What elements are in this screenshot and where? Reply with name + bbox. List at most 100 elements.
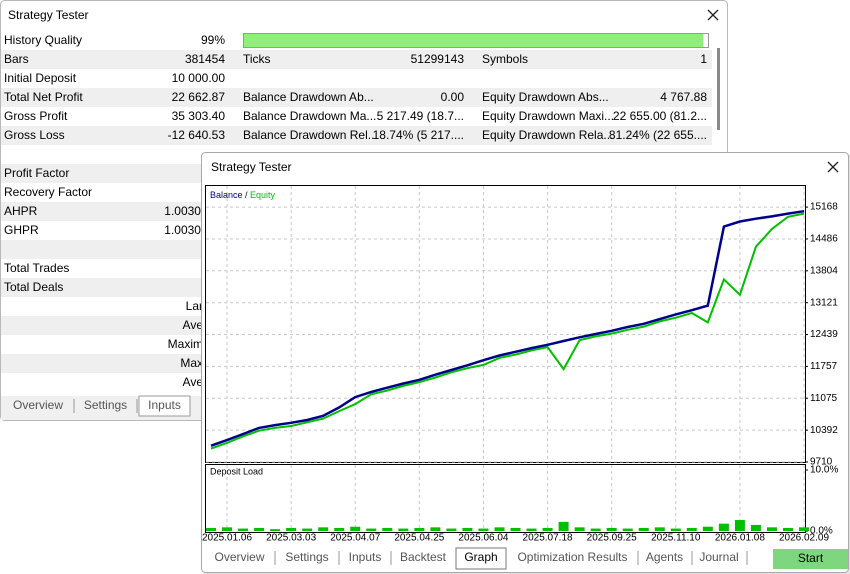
x-tick-label: 2025.09.25 [587, 533, 637, 544]
bar [558, 521, 569, 531]
window-title: Strategy Tester [211, 160, 291, 174]
row-value: 0.00 [441, 90, 465, 104]
bar [318, 527, 329, 531]
legend: Balance / Equity [210, 190, 276, 200]
bar [254, 527, 265, 531]
row-label: Recovery Factor [4, 185, 92, 199]
bar [446, 528, 457, 531]
tab[interactable]: Overview [13, 398, 63, 412]
bar [670, 528, 681, 531]
tab[interactable]: Agents [646, 550, 683, 564]
row-label: Gross Profit [4, 109, 68, 123]
tab[interactable]: Journal [699, 550, 738, 564]
x-tick-label: 2025.04.07 [330, 533, 380, 544]
tab-active [455, 547, 507, 570]
y-tick-label: 15168 [810, 202, 838, 213]
bar [590, 528, 601, 531]
bar [462, 527, 473, 531]
bar [782, 527, 793, 531]
bar [286, 527, 297, 531]
row-value: 5 217.49 (18.7... [377, 109, 464, 123]
tab[interactable]: Settings [285, 550, 328, 564]
y-tick-label: 10392 [810, 425, 838, 436]
row-shade [1, 50, 712, 69]
tab[interactable]: Inputs [148, 398, 181, 412]
deposit-frame [205, 464, 806, 533]
row-label: Gross Loss [4, 128, 65, 142]
bar [382, 527, 393, 531]
row-label: Balance Drawdown Ma... [243, 109, 376, 123]
bar [302, 528, 313, 531]
legend-separator: / [243, 190, 251, 200]
tab[interactable]: Settings [84, 398, 127, 412]
row-value: Max [180, 356, 203, 370]
row-label: AHPR [4, 204, 38, 218]
bar [222, 527, 233, 531]
bar [350, 526, 361, 531]
row-label: Balance Drawdown Ab... [243, 90, 374, 104]
tab[interactable]: Optimization Results [517, 550, 627, 564]
bar [542, 527, 553, 531]
scrollbar [717, 48, 720, 130]
panel-title: Deposit Load [210, 466, 263, 476]
start-button[interactable] [773, 549, 848, 569]
row-shade [1, 88, 712, 107]
tab[interactable]: Backtest [400, 550, 447, 564]
y-tick-label: 11757 [810, 361, 838, 372]
bar [430, 527, 441, 531]
row-value: Ave [183, 375, 204, 389]
bar [606, 527, 617, 531]
tab[interactable]: Graph [464, 550, 497, 564]
bar [414, 527, 425, 531]
row-value: 51299143 [411, 52, 465, 66]
row-value: Ave [183, 318, 204, 332]
bar [766, 527, 777, 531]
tab[interactable]: Inputs [349, 550, 382, 564]
row-label: Total Trades [4, 261, 69, 275]
bar [526, 528, 537, 531]
bar [494, 527, 505, 531]
bar [718, 523, 729, 531]
bar [702, 526, 713, 531]
row-label: Equity Drawdown Abs... [482, 90, 609, 104]
legend-entry: Equity [250, 190, 276, 200]
chart-frame [205, 185, 806, 463]
row-value: 1 [700, 52, 707, 66]
row-value: 35 303.40 [172, 109, 226, 123]
bar [654, 527, 665, 531]
x-tick-label: 2026.01.08 [715, 533, 765, 544]
bar [366, 528, 377, 531]
row-shade [1, 126, 712, 145]
row-label: Bars [4, 52, 29, 66]
bar [622, 528, 633, 531]
row-value: 10 000.00 [172, 71, 226, 85]
close-button[interactable] [827, 161, 839, 173]
row-label: Total Net Profit [4, 90, 83, 104]
row-label: Equity Drawdown Maxi... [482, 109, 614, 123]
x-tick-label: 2026.02.09 [779, 533, 829, 544]
bar [686, 527, 697, 531]
y-tick-label: 12439 [810, 329, 838, 340]
row-label: GHPR [4, 223, 39, 237]
bar [510, 527, 521, 531]
bar [574, 527, 585, 531]
y-tick-label: 13121 [810, 297, 838, 308]
row-value: 22 655.00 (81.2... [613, 109, 707, 123]
quality-bar [244, 34, 704, 47]
start-button-label[interactable]: Start [798, 551, 824, 565]
y-tick-label: 9710 [810, 457, 833, 468]
bar [398, 528, 409, 531]
row-label: History Quality [4, 33, 82, 47]
bar [799, 527, 809, 531]
row-label: Initial Deposit [4, 71, 77, 85]
tab[interactable]: Overview [214, 550, 264, 564]
row-label: Ticks [243, 52, 271, 66]
tab-active [138, 395, 191, 417]
series-line [210, 209, 805, 447]
row-value: 381454 [185, 52, 225, 66]
bar [478, 528, 489, 531]
x-tick-label: 2025.11.10 [651, 533, 701, 544]
y-tick-label: 10.0% [810, 465, 838, 476]
x-tick-label: 2025.06.04 [458, 533, 508, 544]
close-button[interactable] [707, 9, 719, 21]
